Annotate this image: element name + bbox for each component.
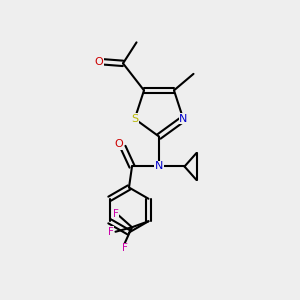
Text: S: S	[131, 114, 138, 124]
Text: F: F	[108, 227, 114, 237]
Text: O: O	[114, 139, 123, 149]
Text: F: F	[112, 209, 118, 219]
Text: N: N	[179, 114, 188, 124]
Text: N: N	[155, 161, 163, 172]
Text: F: F	[122, 243, 128, 253]
Text: O: O	[94, 57, 103, 67]
